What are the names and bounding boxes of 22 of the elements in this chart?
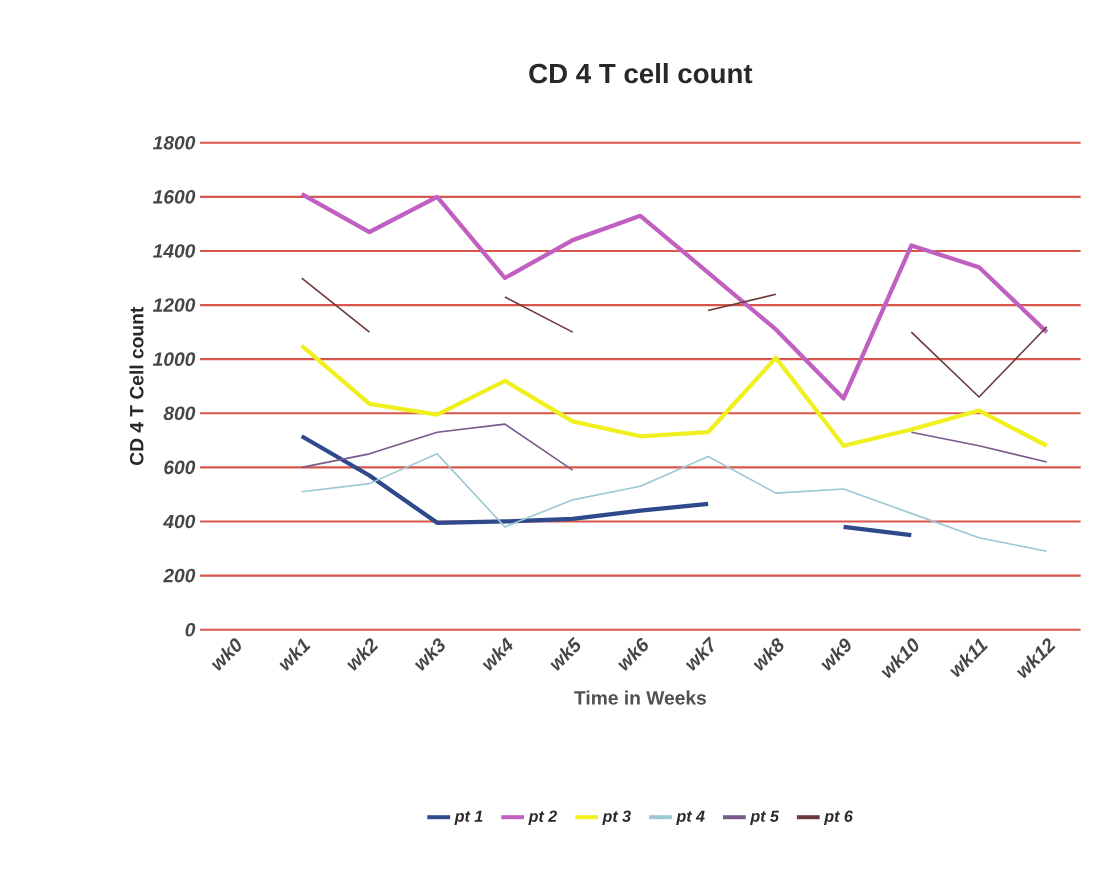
- chart-title: CD 4 T cell count: [529, 63, 753, 84]
- legend-label: pt 4: [676, 810, 705, 826]
- legend-label: pt 1: [454, 810, 483, 826]
- legend-label: pt 3: [602, 810, 631, 826]
- y-tick-label: 800: [163, 406, 196, 421]
- x-axis-title: Time in Weeks: [574, 690, 706, 705]
- y-tick-label: 600: [164, 460, 196, 475]
- y-tick-label: 400: [163, 514, 196, 529]
- line-series: [299, 343, 1049, 448]
- line-series: [299, 192, 1049, 401]
- y-tick-label: 1800: [152, 136, 196, 150]
- y-tick-label: 1200: [152, 298, 196, 312]
- y-tick-label: 1600: [152, 190, 196, 204]
- line-series: [300, 453, 1048, 553]
- y-axis-title: CD 4 T Cell count: [129, 307, 144, 466]
- legend-label: pt 2: [528, 810, 557, 826]
- legend-label: pt 6: [823, 810, 853, 826]
- y-tick-label: 1400: [152, 244, 196, 258]
- legend-label: pt 5: [750, 810, 780, 826]
- y-tick-label: 1000: [152, 352, 196, 367]
- y-tick-label: 0: [185, 622, 196, 637]
- y-tick-label: 200: [163, 568, 196, 583]
